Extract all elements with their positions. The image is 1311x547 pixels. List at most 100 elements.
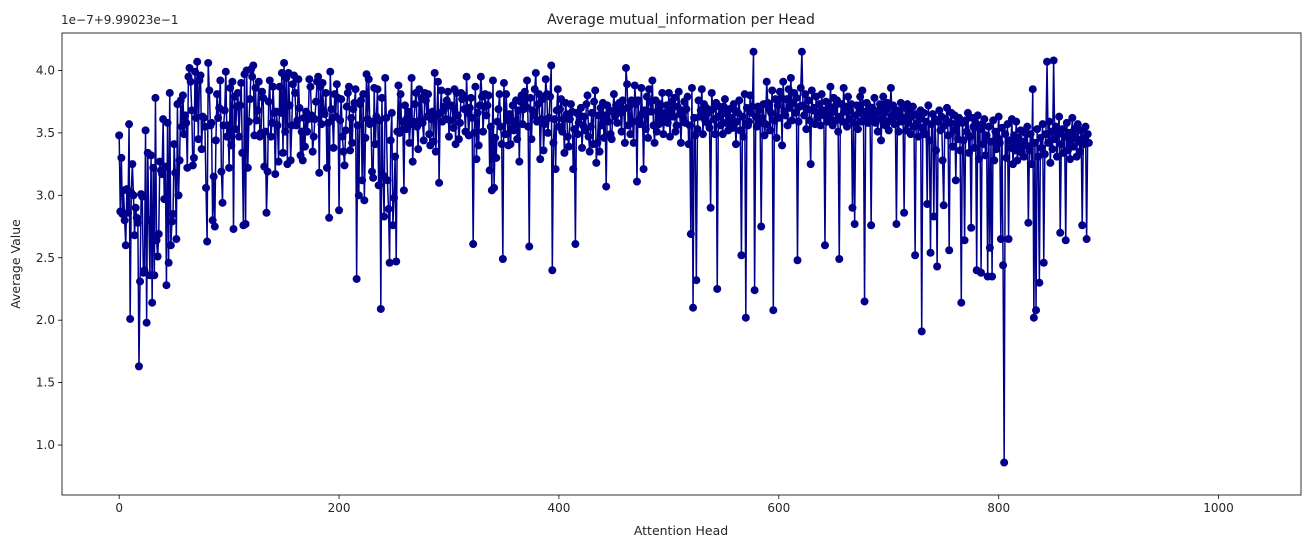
data-point (1066, 155, 1075, 164)
data-point (491, 133, 500, 142)
data-point (153, 252, 162, 261)
data-point (991, 127, 1000, 136)
data-point (1035, 278, 1044, 287)
data-point (867, 221, 876, 230)
x-tick-label: 1000 (1203, 501, 1234, 515)
data-point (894, 127, 903, 136)
data-point (354, 191, 363, 200)
data-point (1046, 158, 1055, 167)
data-point (669, 112, 678, 121)
data-point (130, 231, 139, 240)
data-point (360, 196, 369, 205)
data-point (923, 200, 932, 209)
data-point (1000, 458, 1009, 467)
data-point (388, 221, 397, 230)
data-point (708, 105, 717, 114)
data-point (933, 262, 942, 271)
data-point (241, 220, 250, 229)
data-point (628, 117, 637, 126)
data-point (992, 145, 1001, 154)
data-point (529, 111, 538, 120)
x-tick-label: 200 (328, 501, 351, 515)
data-point (160, 195, 169, 204)
data-point (850, 220, 859, 229)
data-point (791, 108, 800, 117)
data-point (650, 138, 659, 147)
data-point (253, 106, 262, 115)
data-point (970, 143, 979, 152)
data-point (760, 131, 769, 140)
data-point (938, 156, 947, 165)
data-point (249, 61, 258, 70)
data-point (1076, 147, 1085, 156)
data-point (318, 78, 327, 87)
data-point (125, 120, 134, 129)
data-point (443, 87, 452, 96)
data-point (377, 93, 386, 102)
data-point (468, 113, 477, 122)
data-point (774, 113, 783, 122)
data-point (676, 138, 685, 147)
data-point (761, 120, 770, 129)
data-point (340, 161, 349, 170)
data-point (131, 203, 140, 212)
data-point (827, 108, 836, 117)
data-point (163, 118, 172, 127)
data-point (308, 147, 317, 156)
data-point (687, 83, 696, 92)
data-point (499, 78, 508, 87)
data-point (136, 277, 145, 286)
data-point (222, 132, 231, 141)
data-point (604, 117, 613, 126)
data-point (459, 91, 468, 100)
data-point (541, 75, 550, 84)
data-point (374, 181, 383, 190)
data-point (180, 130, 189, 139)
data-point (403, 113, 412, 122)
data-point (691, 131, 700, 140)
data-point (682, 105, 691, 114)
data-point (278, 148, 287, 157)
data-point (314, 72, 323, 81)
data-point (187, 106, 196, 115)
data-point (133, 218, 142, 227)
data-point (977, 268, 986, 277)
data-point (540, 120, 549, 129)
data-point (199, 113, 208, 122)
data-point (684, 140, 693, 149)
data-point (748, 102, 757, 111)
chart-title: Average mutual_information per Head (547, 12, 815, 28)
data-point (424, 90, 433, 99)
data-point (486, 122, 495, 131)
data-point (498, 255, 507, 264)
data-point (167, 217, 176, 226)
data-point (820, 241, 829, 250)
data-point (194, 135, 203, 144)
data-point (193, 57, 202, 66)
data-point (178, 91, 187, 100)
data-point (1045, 117, 1054, 126)
data-point (674, 87, 683, 96)
data-point (1030, 138, 1039, 147)
data-point (707, 88, 716, 97)
data-point (258, 87, 267, 96)
data-point (853, 125, 862, 134)
data-point (844, 92, 853, 101)
data-point (383, 176, 392, 185)
data-point (336, 116, 345, 125)
data-point (275, 82, 284, 91)
data-point (908, 102, 917, 111)
data-point (899, 113, 908, 122)
data-point (1083, 130, 1092, 139)
data-point (138, 192, 147, 201)
data-point (705, 123, 714, 132)
data-point (488, 76, 497, 85)
data-point (243, 163, 252, 172)
data-point (569, 165, 578, 174)
data-point (629, 138, 638, 147)
data-point (431, 147, 440, 156)
data-point (225, 163, 234, 172)
data-point (956, 146, 965, 155)
data-point (437, 86, 446, 95)
data-point (245, 95, 254, 104)
